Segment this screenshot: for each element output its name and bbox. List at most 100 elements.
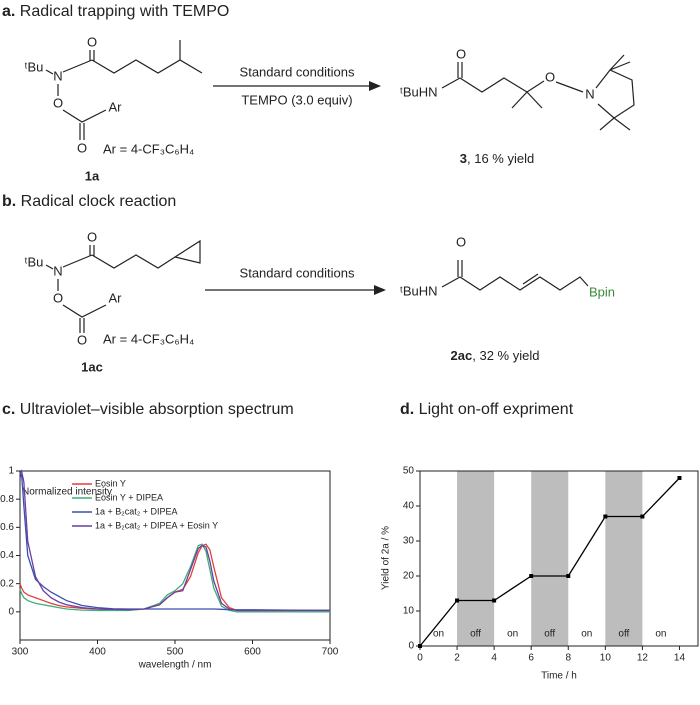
y-tick-label: 0.6 [0, 522, 14, 533]
yield: , 16 % yield [467, 151, 534, 166]
section-title: Radical clock reaction [21, 193, 177, 210]
atom: Ar [109, 290, 123, 305]
product-3: O ᵗBuHN O N 3, 16 % yield [400, 46, 635, 166]
ar-definition: Ar = 4-CF₃C₆H₄ [103, 331, 194, 346]
product-2ac: O ᵗBuHN Bpin 2ac, 32 % yield [400, 234, 615, 363]
x-tick-label: 12 [637, 653, 649, 664]
atom: O [87, 34, 97, 49]
x-tick-label: 300 [12, 647, 29, 658]
chart-title: Ultraviolet–visible absorption spectrum [20, 401, 294, 418]
plot-frame [419, 470, 699, 647]
x-tick-label: 10 [600, 653, 612, 664]
spectrum-line [19, 543, 330, 613]
phase-shade [457, 471, 495, 646]
y-tick-label: 0 [8, 606, 14, 617]
bonds [441, 54, 635, 131]
data-point [492, 598, 497, 603]
phase-label: off [544, 629, 555, 640]
x-tick-label: 500 [167, 647, 184, 658]
atom: Bpin [589, 284, 615, 299]
chart-label: d. [400, 401, 414, 418]
phase-label: on [655, 629, 666, 640]
x-tick-label: 700 [322, 647, 339, 658]
data-point [677, 476, 682, 480]
arrow-head [374, 285, 386, 295]
y-tick-label: 0.8 [0, 494, 14, 505]
reactant-1ac: O ᵗBu N O O Ar Ar = 4-CF₃C₆H₄ 1ac [25, 229, 201, 374]
arrow-head [369, 81, 381, 91]
x-axis-label: wavelength / nm [138, 660, 212, 671]
atom: O [53, 290, 63, 305]
y-tick-label: 40 [403, 501, 415, 512]
y-tick-label: 0 [408, 641, 414, 652]
phase-shade [605, 471, 643, 646]
compound-id: 1ac [81, 359, 103, 374]
legend-label: Eosin Y + DIPEA [95, 492, 163, 502]
phase-label: on [507, 629, 518, 640]
spectrum-line [19, 473, 331, 612]
chart-heading: c. Ultraviolet–visible absorption spectr… [2, 401, 294, 418]
y-tick-label: 50 [403, 466, 415, 477]
bonds [441, 260, 589, 291]
phase-shade [531, 471, 569, 646]
atom: Ar [109, 99, 123, 114]
condition: Standard conditions [240, 64, 355, 79]
phase-label: on [433, 629, 444, 640]
bonds [45, 239, 201, 333]
data-point [529, 574, 534, 578]
x-tick-label: 600 [244, 647, 261, 658]
section-label: a. [2, 3, 15, 20]
legend-label: 1a + B₂cat₂ + DIPEA [95, 506, 178, 516]
atom: O [77, 140, 87, 155]
yield-line [419, 477, 680, 647]
data-point [566, 574, 571, 578]
atom: O [87, 229, 97, 244]
data-point [418, 644, 422, 648]
compound-id: 1a [85, 168, 100, 183]
chart-heading: d. Light on-off expriment [400, 401, 574, 418]
section-heading: a. Radical trapping with TEMPO [2, 3, 229, 20]
compound-id: 3 [460, 151, 467, 166]
atom: ᵗBuHN [400, 283, 438, 298]
phase-label: on [581, 629, 592, 640]
legend-label: 1a + B₂cat₂ + DIPEA + Eosin Y [95, 520, 218, 530]
bonds [45, 40, 203, 140]
atom: O [77, 332, 87, 347]
spectrum-line [19, 469, 330, 612]
section-heading: b. Radical clock reaction [2, 193, 176, 210]
atom: O [456, 234, 466, 249]
atom: O [456, 46, 466, 61]
x-axis-label: Time / h [541, 671, 577, 682]
atom: O [53, 95, 63, 110]
data-point [455, 598, 460, 603]
chart-title: Light on-off expriment [419, 401, 574, 418]
legend-label: Eosin Y [95, 478, 126, 488]
product-caption: 2ac, 32 % yield [451, 348, 540, 363]
atom: ᵗBuHN [400, 84, 438, 99]
y-axis-label: Normalized intensity [22, 487, 112, 498]
ar-definition: Ar = 4-CF₃C₆H₄ [103, 141, 194, 156]
data-point [603, 514, 608, 519]
compound-id: 2ac [451, 348, 473, 363]
atom: O [545, 69, 555, 84]
atom: N [585, 86, 594, 101]
y-tick-label: 0.4 [0, 550, 14, 561]
x-tick-label: 14 [674, 653, 686, 664]
condition: Standard conditions [240, 265, 355, 280]
phase-label: off [470, 629, 481, 640]
section-label: b. [2, 193, 16, 210]
y-tick-label: 10 [403, 606, 415, 617]
y-tick-label: 30 [403, 536, 415, 547]
phase-label: off [618, 629, 629, 640]
x-tick-label: 400 [89, 647, 106, 658]
reaction-arrow: Standard conditions [205, 265, 386, 295]
atom: N [53, 68, 62, 83]
chart-label: c. [2, 401, 15, 418]
y-tick-label: 0.2 [0, 578, 14, 589]
x-tick-label: 8 [565, 653, 571, 664]
reaction-arrow: Standard conditions TEMPO (3.0 equiv) [213, 64, 381, 107]
atom: ᵗBu [25, 59, 44, 74]
x-tick-label: 6 [528, 653, 534, 664]
atom: ᵗBu [25, 254, 44, 269]
